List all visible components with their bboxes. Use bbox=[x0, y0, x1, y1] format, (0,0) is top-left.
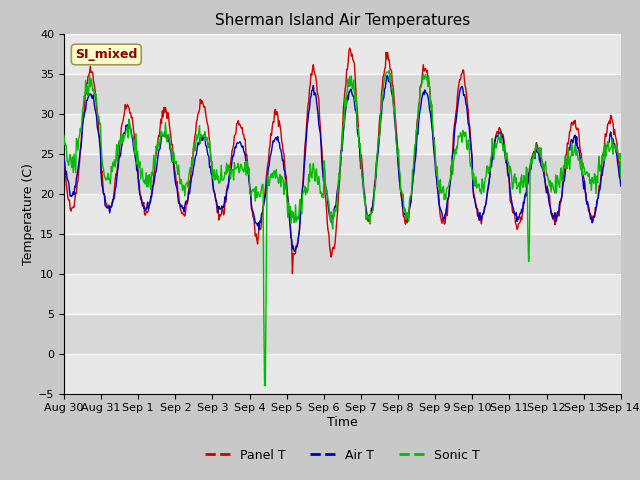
Panel T bbox=[127, 115, 135, 120]
Panel T bbox=[346, 45, 353, 51]
Sonic T bbox=[412, 144, 419, 149]
Air T bbox=[428, 123, 436, 129]
Air T bbox=[291, 249, 299, 254]
Sonic T bbox=[428, 102, 436, 108]
Line: Sonic T: Sonic T bbox=[64, 71, 621, 385]
Air T bbox=[214, 204, 221, 209]
Sonic T bbox=[184, 184, 192, 190]
Panel T bbox=[289, 271, 296, 276]
Sonic T bbox=[385, 68, 393, 73]
Sonic T bbox=[127, 134, 135, 140]
Sonic T bbox=[60, 132, 68, 138]
Bar bbox=[64, 274, 621, 313]
Bar bbox=[64, 234, 621, 274]
Panel T bbox=[428, 114, 436, 120]
Bar bbox=[64, 193, 621, 234]
Air T bbox=[412, 155, 419, 161]
Air T bbox=[383, 73, 391, 79]
Sonic T bbox=[617, 174, 625, 180]
Panel T bbox=[70, 204, 78, 210]
Panel T bbox=[412, 141, 419, 147]
Bar bbox=[64, 114, 621, 154]
Air T bbox=[60, 155, 68, 161]
Panel T bbox=[184, 198, 192, 204]
Title: Sherman Island Air Temperatures: Sherman Island Air Temperatures bbox=[215, 13, 470, 28]
Text: SI_mixed: SI_mixed bbox=[75, 48, 138, 61]
Air T bbox=[184, 196, 192, 202]
Air T bbox=[127, 131, 135, 136]
X-axis label: Time: Time bbox=[327, 416, 358, 429]
Sonic T bbox=[260, 383, 268, 388]
Sonic T bbox=[70, 151, 78, 157]
Panel T bbox=[617, 174, 625, 180]
Bar bbox=[64, 313, 621, 354]
Air T bbox=[70, 192, 78, 197]
Line: Panel T: Panel T bbox=[64, 48, 621, 274]
Bar bbox=[64, 34, 621, 73]
Line: Air T: Air T bbox=[64, 76, 621, 252]
Y-axis label: Temperature (C): Temperature (C) bbox=[22, 163, 35, 264]
Sonic T bbox=[214, 177, 221, 182]
Panel T bbox=[214, 210, 221, 216]
Panel T bbox=[60, 155, 68, 161]
Bar bbox=[64, 73, 621, 114]
Bar bbox=[64, 154, 621, 193]
Bar bbox=[64, 354, 621, 394]
Legend: Panel T, Air T, Sonic T: Panel T, Air T, Sonic T bbox=[200, 444, 485, 467]
Air T bbox=[617, 183, 625, 189]
